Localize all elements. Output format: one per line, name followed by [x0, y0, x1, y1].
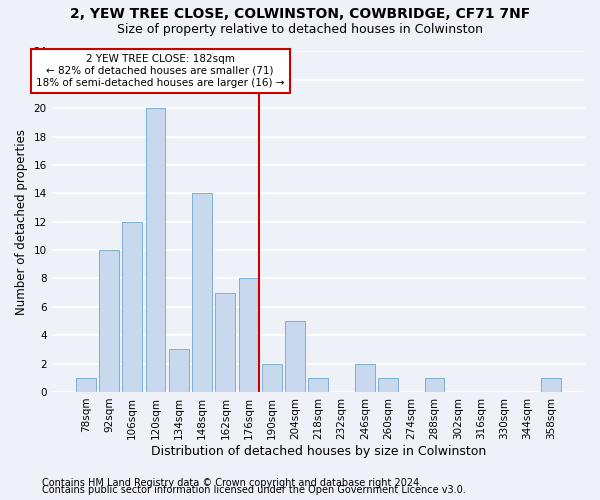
- Bar: [378, 378, 398, 392]
- Bar: [122, 222, 142, 392]
- Bar: [99, 250, 119, 392]
- Bar: [169, 350, 188, 392]
- Bar: [239, 278, 259, 392]
- Bar: [355, 364, 375, 392]
- Bar: [76, 378, 95, 392]
- Bar: [192, 194, 212, 392]
- Bar: [425, 378, 445, 392]
- Bar: [215, 292, 235, 392]
- Y-axis label: Number of detached properties: Number of detached properties: [15, 128, 28, 314]
- Bar: [146, 108, 166, 392]
- Text: Contains public sector information licensed under the Open Government Licence v3: Contains public sector information licen…: [42, 485, 466, 495]
- Bar: [262, 364, 282, 392]
- X-axis label: Distribution of detached houses by size in Colwinston: Distribution of detached houses by size …: [151, 444, 486, 458]
- Text: 2 YEW TREE CLOSE: 182sqm
← 82% of detached houses are smaller (71)
18% of semi-d: 2 YEW TREE CLOSE: 182sqm ← 82% of detach…: [36, 54, 284, 88]
- Text: Size of property relative to detached houses in Colwinston: Size of property relative to detached ho…: [117, 22, 483, 36]
- Text: 2, YEW TREE CLOSE, COLWINSTON, COWBRIDGE, CF71 7NF: 2, YEW TREE CLOSE, COLWINSTON, COWBRIDGE…: [70, 8, 530, 22]
- Bar: [308, 378, 328, 392]
- Text: Contains HM Land Registry data © Crown copyright and database right 2024.: Contains HM Land Registry data © Crown c…: [42, 478, 422, 488]
- Bar: [285, 321, 305, 392]
- Bar: [541, 378, 561, 392]
